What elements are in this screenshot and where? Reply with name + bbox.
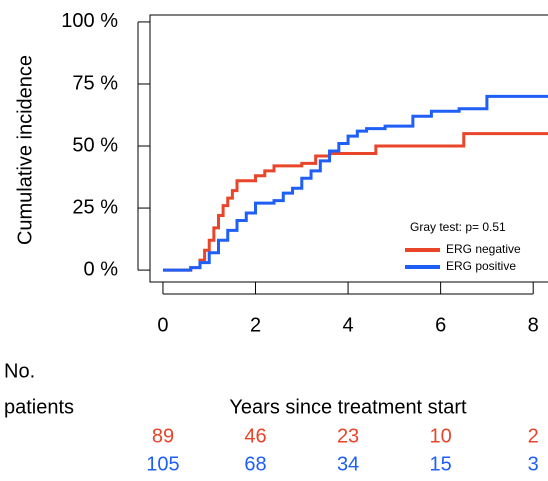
risk-count: 68 bbox=[244, 453, 266, 475]
plot-frame bbox=[149, 14, 548, 283]
y-tick-label: 100 % bbox=[61, 10, 118, 32]
annotation: Gray test: p= 0.51 bbox=[410, 220, 506, 234]
y-tick-label: 75 % bbox=[72, 72, 118, 94]
x-tick-label: 8 bbox=[528, 314, 539, 336]
risk-count: 2 bbox=[528, 425, 539, 447]
risk-title: Years since treatment start bbox=[229, 396, 467, 418]
risk-count: 46 bbox=[244, 425, 266, 447]
y-tick-label: 50 % bbox=[72, 134, 118, 156]
risk-count: 15 bbox=[430, 453, 452, 475]
y-tick-label: 25 % bbox=[72, 196, 118, 218]
step-line bbox=[162, 132, 548, 272]
x-tick-label: 2 bbox=[250, 314, 261, 336]
risk-count: 23 bbox=[337, 425, 359, 447]
risk-count: 89 bbox=[152, 425, 174, 447]
y-tick-label: 0 % bbox=[84, 258, 119, 280]
risk-count: 34 bbox=[337, 453, 359, 475]
risk-count: 105 bbox=[146, 453, 179, 475]
risk-label: No. bbox=[4, 360, 35, 382]
risk-count: 3 bbox=[528, 453, 539, 475]
x-tick-label: 6 bbox=[435, 314, 446, 336]
risk-count: 10 bbox=[430, 425, 452, 447]
legend-label: ERG positive bbox=[446, 259, 516, 273]
legend-label: ERG negative bbox=[446, 242, 521, 256]
x-tick-label: 0 bbox=[157, 314, 168, 336]
y-axis-label: Cumulative incidence bbox=[14, 55, 36, 245]
x-tick-label: 4 bbox=[343, 314, 354, 336]
step-line bbox=[162, 94, 548, 272]
risk-label: patients bbox=[4, 396, 74, 418]
